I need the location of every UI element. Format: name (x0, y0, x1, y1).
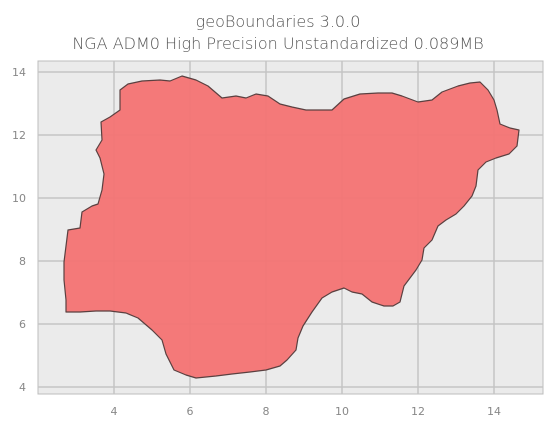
x-tick-label: 6 (187, 405, 194, 418)
x-tick-label: 10 (335, 405, 349, 418)
y-tick-label: 14 (12, 66, 26, 79)
y-tick-label: 6 (19, 318, 26, 331)
y-axis: 4 6 8 10 12 14 (12, 66, 26, 394)
map-subtitle: NGA ADM0 High Precision Unstandardized 0… (72, 34, 484, 53)
map-title: geoBoundaries 3.0.0 (195, 12, 361, 31)
x-tick-label: 12 (411, 405, 425, 418)
y-tick-label: 4 (19, 381, 26, 394)
country-boundary-nga (63, 75, 520, 379)
x-tick-label: 14 (487, 405, 501, 418)
x-axis: 4 6 8 10 12 14 (111, 405, 502, 418)
y-tick-label: 8 (19, 255, 26, 268)
x-tick-label: 8 (263, 405, 270, 418)
y-tick-label: 10 (12, 192, 26, 205)
x-tick-label: 4 (111, 405, 118, 418)
y-tick-label: 12 (12, 129, 26, 142)
